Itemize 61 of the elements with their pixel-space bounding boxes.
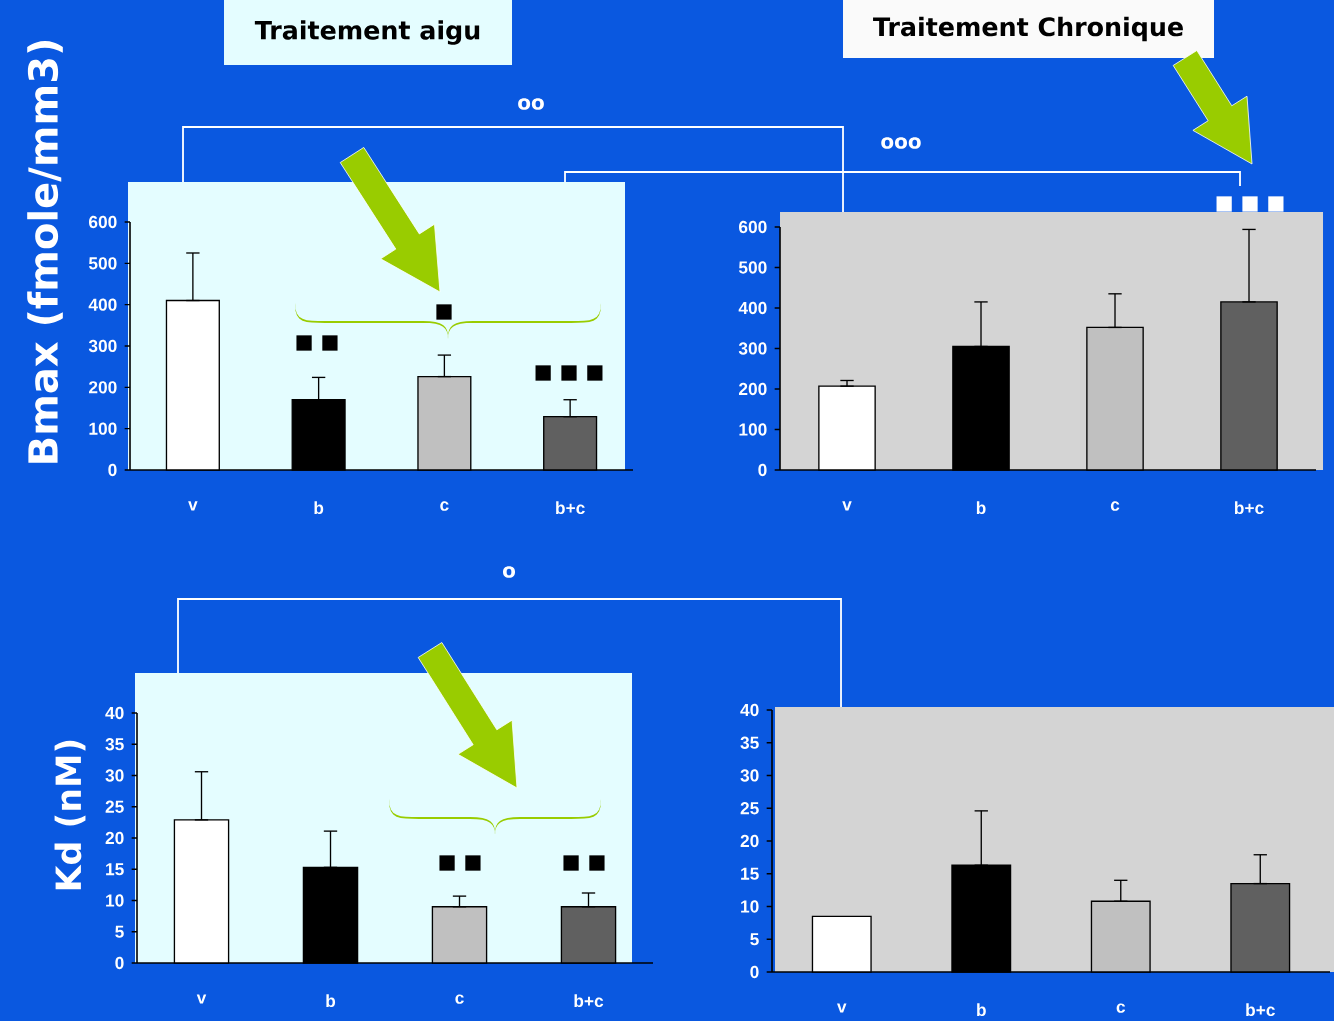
y-tick-label: 600 [739, 220, 767, 234]
y-tick-label: 15 [741, 867, 759, 880]
text: o [502, 566, 516, 578]
y-tick-label: 100 [739, 423, 767, 436]
chart-title: Traitement Chronique [873, 16, 1183, 42]
y-tick-label: 200 [738, 382, 767, 396]
y-tick-label: 20 [740, 834, 759, 848]
text: oo [518, 98, 544, 110]
x-tick-label: b+c [1246, 1003, 1275, 1017]
x-tick-label: v [196, 994, 207, 1004]
y-tick-label: 10 [106, 894, 124, 907]
x-tick-label: b [976, 501, 986, 515]
y-tick-label: 300 [738, 342, 767, 355]
y-tick-label: 30 [105, 769, 124, 782]
x-tick-label: c [455, 994, 464, 1004]
x-tick-label: c [1110, 501, 1120, 511]
x-tick-label: b [326, 994, 336, 1008]
annotation: ■ [436, 304, 452, 320]
y-tick-label: 100 [89, 422, 117, 435]
x-tick-label: b [977, 1003, 986, 1017]
x-tick-label: b+c [556, 501, 585, 515]
y-tick-label: 20 [105, 831, 124, 845]
y-tick-label: 200 [88, 381, 117, 394]
y-tick-label: 0 [115, 956, 124, 970]
y-tick-label: 15 [106, 863, 124, 876]
y-tick-label: 500 [738, 261, 767, 274]
y-tick-label: 5 [750, 933, 759, 946]
y-tick-label: 500 [88, 257, 117, 270]
y-tick-label: 5 [115, 925, 124, 938]
y-tick-label: 30 [740, 769, 759, 782]
x-tick-label: v [837, 1003, 847, 1013]
text: ooo [881, 137, 921, 149]
x-tick-label: b+c [574, 994, 604, 1008]
x-tick-label: v [188, 501, 198, 511]
y-tick-label: 25 [105, 800, 124, 813]
y-tick-label: 35 [105, 738, 124, 751]
x-tick-label: b+c [1234, 501, 1264, 515]
annotation: ■ ■ [563, 855, 605, 871]
y-tick-label: 35 [740, 736, 759, 749]
y-axis-title: Bmax (fmole/mm3) [27, 41, 63, 463]
annotation: ■ ■ [296, 335, 338, 351]
y-tick-label: 0 [750, 965, 759, 979]
text: ■ ■ ■ [1216, 196, 1284, 212]
x-tick-label: v [842, 501, 852, 511]
chart-title: Traitement aigu [254, 20, 480, 45]
annotation: ■ ■ [439, 855, 481, 871]
y-tick-label: 40 [740, 703, 759, 717]
y-tick-label: 400 [738, 301, 767, 315]
annotation: ■ ■ ■ [535, 365, 603, 381]
y-tick-label: 300 [88, 339, 117, 353]
x-tick-label: c [440, 501, 449, 511]
x-tick-label: b [314, 501, 324, 515]
y-tick-label: 40 [105, 706, 124, 720]
y-axis-title: Kd (nM) [54, 740, 86, 890]
y-tick-label: 600 [89, 215, 117, 229]
y-tick-label: 400 [88, 298, 117, 311]
y-tick-label: 0 [758, 463, 767, 477]
x-tick-label: c [1116, 1003, 1126, 1013]
y-tick-label: 10 [741, 900, 759, 913]
y-tick-label: 25 [740, 802, 759, 815]
y-tick-label: 0 [108, 463, 117, 477]
